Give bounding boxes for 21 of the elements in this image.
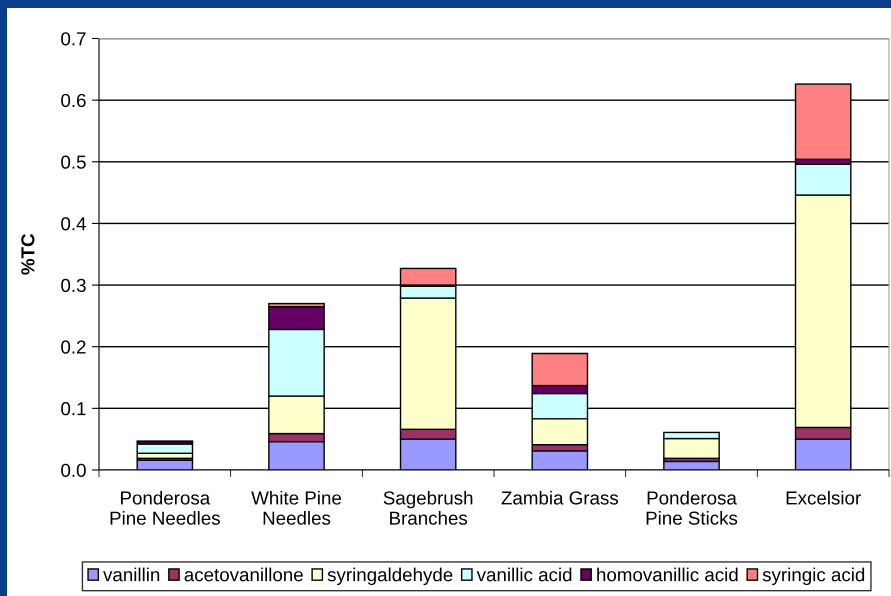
y-tick-label: 0.2 (61, 340, 86, 354)
x-tick-label: Ponderosa Pine Sticks (646, 490, 738, 525)
x-tick-label: Ponderosa Pine Needles (110, 490, 220, 525)
y-axis-title: %TC (21, 234, 35, 275)
legend-label: homovanillic acid (597, 568, 738, 582)
legend-label: syringic acid (762, 568, 864, 586)
y-tick-label: 0.4 (61, 217, 86, 230)
y-tick-label: 0.1 (61, 402, 86, 416)
x-tick-label: Excelsior (786, 490, 861, 505)
y-tick-label: 0.5 (61, 155, 86, 169)
legend-label: syringaldehyde (328, 568, 452, 586)
legend-label: vanillin (103, 568, 160, 582)
y-tick-label: 0.0 (61, 464, 86, 477)
y-tick-label: 0.7 (61, 32, 86, 46)
y-tick-label: 0.6 (61, 94, 86, 108)
x-tick-label: Sagebrush Branches (384, 490, 472, 525)
x-tick-label: Zambia Grass (502, 490, 618, 505)
legend-label: vanillic acid (476, 568, 572, 582)
legend-label: acetovanillone (184, 568, 303, 582)
x-tick-label: White Pine Needles (251, 490, 341, 525)
y-tick-label: 0.3 (61, 278, 86, 292)
